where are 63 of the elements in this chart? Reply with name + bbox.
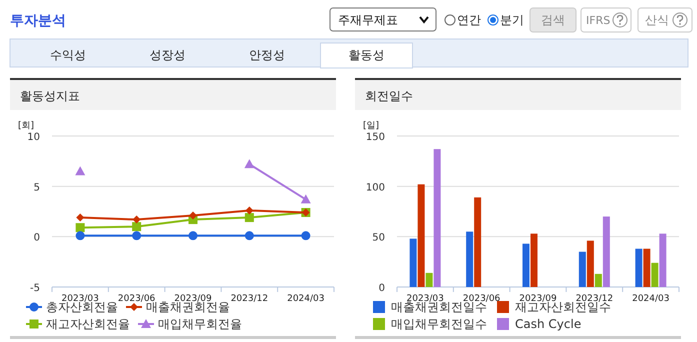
- bar: [522, 244, 530, 287]
- bar: [410, 238, 417, 287]
- bar: [466, 232, 474, 287]
- y-tick-label: -5: [30, 283, 40, 294]
- bar: [586, 240, 594, 287]
- text: 안정성: [249, 48, 285, 62]
- point: [189, 212, 197, 220]
- chart-title: 활동성지표: [20, 89, 80, 103]
- y-tick-label: 150: [366, 132, 385, 143]
- point: [301, 231, 310, 240]
- text: IFRS: [586, 14, 610, 27]
- point: [244, 231, 254, 240]
- legend-label: 매출채권회전일수: [391, 300, 487, 314]
- point: [188, 231, 198, 240]
- bar: [651, 262, 658, 287]
- bar: [530, 234, 538, 287]
- x-tick-label: 2024/03: [632, 294, 670, 304]
- point: [76, 223, 85, 232]
- x-tick-label: 2023/12: [230, 294, 268, 304]
- point: [244, 213, 254, 222]
- bar: [643, 248, 650, 287]
- point: [76, 214, 84, 222]
- text: 검색: [541, 13, 565, 27]
- text: 분기: [500, 13, 524, 27]
- y-axis-title: [회]: [18, 121, 34, 131]
- legend-label: Cash Cycle: [515, 317, 582, 331]
- y-axis-title: [일]: [363, 121, 380, 131]
- legend-label: 매입채무회전율: [158, 317, 242, 331]
- y-tick-label: 10: [27, 132, 40, 143]
- point: [75, 166, 86, 176]
- chart-title: 회전일수: [365, 89, 413, 103]
- legend-label: 매출채권회전율: [146, 300, 230, 314]
- text: 수익성: [50, 48, 86, 62]
- point: [132, 222, 142, 232]
- bar: [474, 197, 482, 287]
- point: [76, 231, 85, 240]
- y-tick-label: 100: [366, 182, 385, 194]
- text: 투자분석: [10, 13, 66, 29]
- x-tick-label: 2024/03: [287, 294, 324, 304]
- legend-label: 재고자산회전율: [46, 317, 130, 331]
- point: [132, 231, 142, 240]
- text: 연간: [457, 13, 481, 27]
- point: [300, 194, 311, 204]
- bar: [635, 248, 642, 287]
- bar: [434, 149, 441, 287]
- text: 활동성: [348, 48, 384, 62]
- bar: [594, 274, 602, 287]
- bar: [659, 234, 666, 287]
- point: [245, 206, 254, 214]
- text: 산식: [645, 13, 669, 27]
- text: 주재무제표: [338, 13, 398, 27]
- point: [132, 216, 141, 224]
- y-tick-label: 5: [34, 182, 40, 194]
- text: 성장성: [150, 48, 186, 62]
- point: [244, 159, 254, 168]
- y-tick-label: 0: [34, 232, 40, 244]
- bar: [426, 272, 433, 287]
- y-tick-label: 50: [372, 232, 385, 244]
- bar: [602, 216, 610, 287]
- bar: [578, 252, 586, 287]
- bar: [418, 184, 425, 287]
- y-tick-label: 0: [378, 283, 385, 294]
- legend-label: 매입채무회전일수: [391, 317, 487, 331]
